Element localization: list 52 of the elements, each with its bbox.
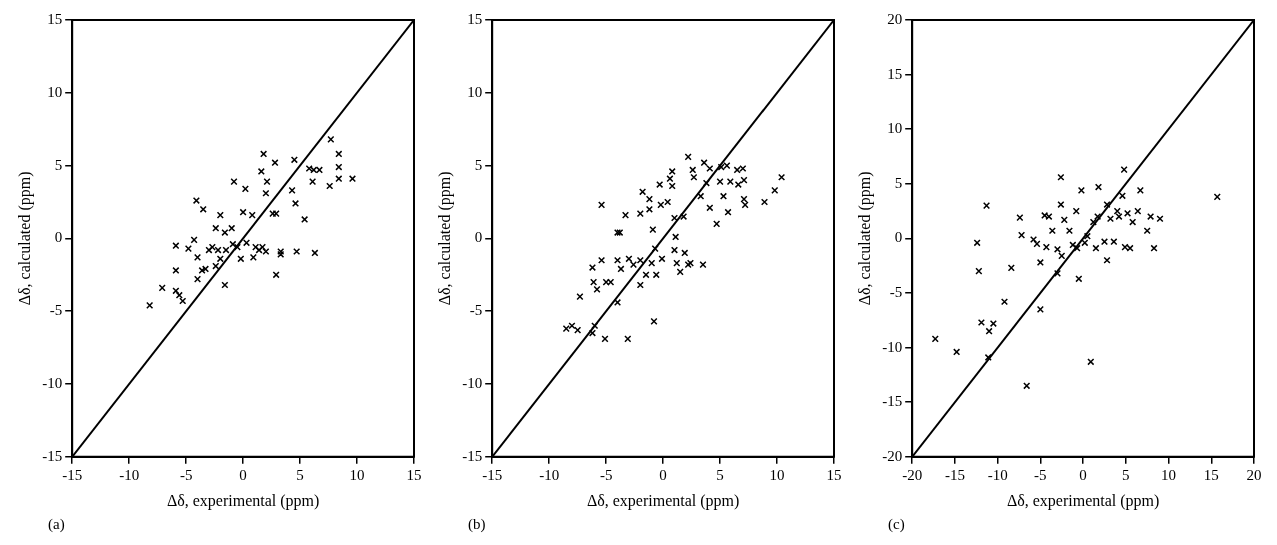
x-tick-label: 5 (1122, 466, 1130, 483)
x-axis-title: Δδ, experimental (ppm) (586, 491, 740, 510)
y-tick-label: 15 (887, 65, 903, 82)
y-tick-label: 15 (47, 10, 63, 27)
y-tick-label: 5 (474, 156, 483, 173)
x-tick-label: 0 (1079, 466, 1087, 483)
x-tick-label: -15 (944, 466, 965, 483)
x-axis-title: Δδ, experimental (ppm) (166, 491, 320, 510)
x-tick-label: 10 (1161, 466, 1177, 483)
y-tick-label: -5 (469, 302, 483, 319)
y-tick-label: -15 (882, 393, 903, 410)
y-tick-label: 10 (47, 83, 63, 100)
x-tick-label: 20 (1246, 466, 1262, 483)
x-axis-title: Δδ, experimental (ppm) (1006, 491, 1160, 510)
y-tick-label: -10 (42, 374, 63, 391)
y-tick-label: -15 (42, 447, 63, 464)
y-tick-label: -10 (882, 338, 903, 355)
y-tick-label: 10 (467, 83, 483, 100)
text: (b) (468, 516, 486, 534)
x-tick-label: -5 (1034, 466, 1047, 483)
x-tick-label: 15 (826, 466, 842, 483)
y-tick-label: 5 (894, 174, 903, 191)
y-tick-label: 0 (474, 229, 483, 246)
y-tick-label: -10 (462, 374, 483, 391)
y-tick-label: 0 (54, 229, 63, 246)
text: (a) (48, 516, 65, 534)
x-tick-label: -10 (987, 466, 1008, 483)
x-tick-label: 5 (296, 466, 304, 483)
y-axis-title: Δδ, calculated (ppm) (855, 171, 874, 306)
y-tick-label: 5 (54, 156, 63, 173)
y-tick-label: -5 (49, 302, 63, 319)
y-tick-label: 10 (887, 120, 903, 137)
x-tick-label: -10 (539, 466, 560, 483)
text: (c) (888, 516, 905, 534)
x-tick-label: 15 (1203, 466, 1219, 483)
x-tick-label: 10 (349, 466, 365, 483)
y-tick-label: 0 (894, 229, 903, 246)
x-tick-label: 5 (716, 466, 724, 483)
y-tick-label: -5 (889, 283, 903, 300)
x-tick-label: -10 (119, 466, 140, 483)
y-tick-label: 20 (887, 10, 903, 27)
x-tick-label: 15 (406, 466, 422, 483)
x-tick-label: 10 (769, 466, 785, 483)
y-tick-label: -15 (462, 447, 483, 464)
x-tick-label: 0 (239, 466, 247, 483)
y-tick-label: 15 (467, 10, 483, 27)
y-axis-title: Δδ, calculated (ppm) (15, 171, 34, 306)
x-tick-label: -5 (179, 466, 193, 483)
x-tick-label: 0 (659, 466, 667, 483)
y-tick-label: -20 (882, 447, 903, 464)
y-axis-title: Δδ, calculated (ppm) (435, 171, 454, 306)
x-tick-label: -5 (599, 466, 613, 483)
